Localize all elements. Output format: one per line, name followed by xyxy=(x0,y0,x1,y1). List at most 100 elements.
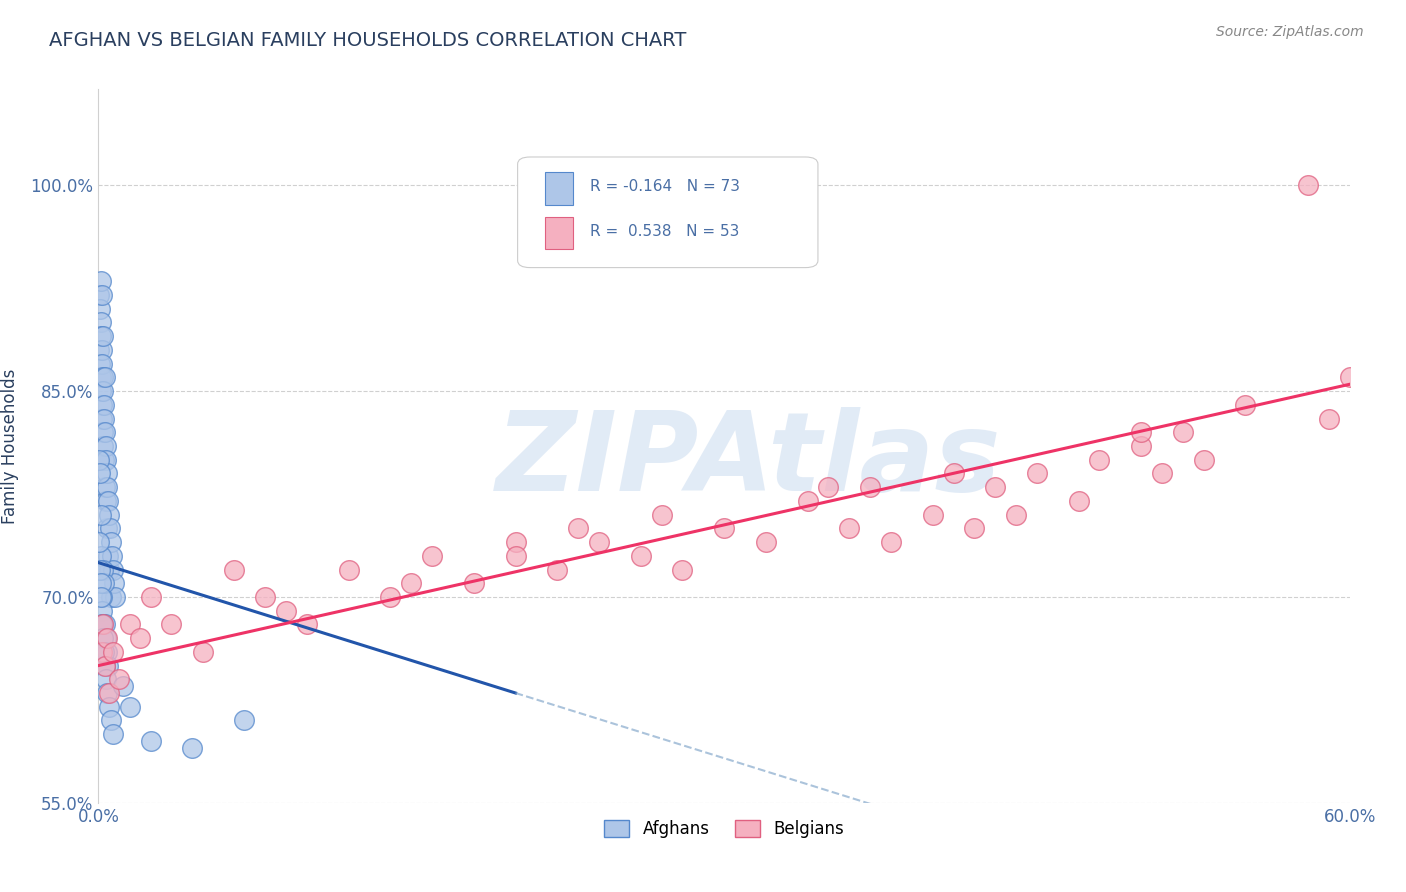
Point xyxy=(93,370,115,384)
Point xyxy=(94,673,117,687)
Point xyxy=(93,617,115,632)
Point xyxy=(97,699,120,714)
Point xyxy=(546,562,568,576)
Point xyxy=(94,631,117,645)
Point xyxy=(984,480,1007,494)
Point xyxy=(89,370,111,384)
Point xyxy=(94,439,117,453)
Point xyxy=(90,329,112,343)
Point xyxy=(93,480,115,494)
Point xyxy=(118,617,141,632)
Text: AFGHAN VS BELGIAN FAMILY HOUSEHOLDS CORRELATION CHART: AFGHAN VS BELGIAN FAMILY HOUSEHOLDS CORR… xyxy=(49,31,686,50)
Point xyxy=(90,343,112,357)
Point xyxy=(90,645,112,659)
Point xyxy=(93,452,115,467)
Point xyxy=(97,686,120,700)
Point xyxy=(100,590,122,604)
Legend: Afghans, Belgians: Afghans, Belgians xyxy=(598,813,851,845)
Point xyxy=(90,590,112,604)
Point xyxy=(90,590,112,604)
Point xyxy=(160,617,183,632)
Point xyxy=(98,521,121,535)
Point xyxy=(295,617,318,632)
Point xyxy=(337,562,360,576)
Point xyxy=(101,645,124,659)
Point xyxy=(97,508,120,522)
Point xyxy=(89,467,111,481)
Point xyxy=(91,329,114,343)
Point xyxy=(380,590,402,604)
Point xyxy=(505,535,527,549)
Point xyxy=(91,384,114,398)
Point xyxy=(96,521,118,535)
Point xyxy=(97,658,120,673)
Point xyxy=(1339,370,1361,384)
Point xyxy=(91,411,114,425)
Point xyxy=(89,316,111,330)
Point xyxy=(139,734,162,748)
Point xyxy=(942,467,965,481)
Point xyxy=(96,631,118,645)
Point xyxy=(112,679,135,693)
Point xyxy=(222,562,245,576)
Point xyxy=(1171,425,1194,440)
Point xyxy=(100,714,122,728)
Point xyxy=(91,370,114,384)
Point xyxy=(420,549,443,563)
Text: R = -0.164   N = 73: R = -0.164 N = 73 xyxy=(591,178,740,194)
Point xyxy=(89,508,111,522)
Point xyxy=(101,727,124,741)
Point xyxy=(89,357,111,371)
Point xyxy=(93,398,115,412)
Point xyxy=(181,740,204,755)
Point xyxy=(713,521,735,535)
Point xyxy=(630,549,652,563)
Point xyxy=(93,576,115,591)
Point xyxy=(588,535,610,549)
Point xyxy=(796,494,818,508)
Point xyxy=(103,576,125,591)
Point xyxy=(838,521,860,535)
Point xyxy=(89,452,111,467)
Point xyxy=(139,590,162,604)
Point xyxy=(1088,452,1111,467)
Point xyxy=(91,631,114,645)
Point xyxy=(100,535,122,549)
Point xyxy=(91,604,114,618)
Point xyxy=(254,590,277,604)
Text: ZIPAtlas: ZIPAtlas xyxy=(496,407,1002,514)
Text: Source: ZipAtlas.com: Source: ZipAtlas.com xyxy=(1216,25,1364,39)
Point xyxy=(89,535,111,549)
Point xyxy=(91,357,114,371)
Point xyxy=(921,508,943,522)
Point xyxy=(567,521,589,535)
Point xyxy=(671,562,693,576)
Point xyxy=(91,439,114,453)
Point xyxy=(96,480,118,494)
Point xyxy=(401,576,423,591)
Point xyxy=(755,535,778,549)
Point xyxy=(94,494,117,508)
Point xyxy=(97,562,120,576)
Point xyxy=(90,617,112,632)
Point xyxy=(89,343,111,357)
Point xyxy=(118,699,141,714)
Point xyxy=(1150,467,1173,481)
Point xyxy=(1296,178,1319,193)
Point xyxy=(94,425,117,440)
Point xyxy=(1130,425,1153,440)
Point xyxy=(93,411,115,425)
Point xyxy=(91,617,114,632)
Point xyxy=(90,398,112,412)
Point xyxy=(108,673,131,687)
Point xyxy=(963,521,986,535)
Point xyxy=(89,576,111,591)
Point xyxy=(93,658,115,673)
Point xyxy=(1067,494,1090,508)
Point xyxy=(817,480,839,494)
Point xyxy=(89,562,111,576)
Point xyxy=(1317,411,1340,425)
Point xyxy=(274,604,298,618)
Point xyxy=(96,452,118,467)
Point xyxy=(93,645,115,659)
